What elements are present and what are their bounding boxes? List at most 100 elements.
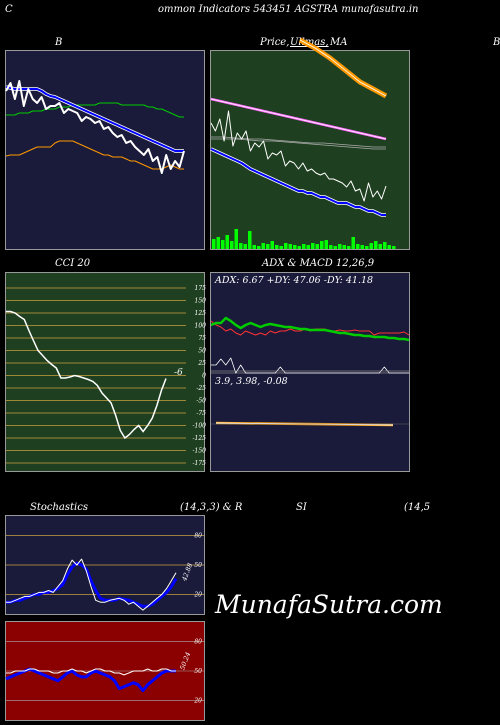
cci-tick-label: 25 bbox=[197, 360, 206, 367]
volume-bar bbox=[284, 243, 288, 249]
ma-long-line bbox=[211, 136, 386, 148]
volume-bar bbox=[338, 244, 342, 249]
stoch-k-line bbox=[6, 558, 177, 611]
cci-tick-label: 100 bbox=[195, 323, 207, 330]
adx-osc-line bbox=[211, 357, 409, 374]
bollinger-chart bbox=[5, 80, 185, 174]
volume-bar bbox=[374, 241, 378, 249]
volume-bar bbox=[239, 243, 243, 249]
volume-bar bbox=[270, 241, 274, 249]
rsi-title-mid: SI bbox=[296, 502, 307, 513]
volume-bar bbox=[378, 244, 382, 249]
volume-bar bbox=[333, 246, 337, 249]
volume-bar bbox=[392, 246, 396, 249]
volume-bar bbox=[266, 244, 270, 249]
bollinger-upper-band bbox=[6, 102, 184, 118]
cci-tick-label: 75 bbox=[198, 335, 206, 342]
rsi-tick-label: 80 bbox=[194, 639, 202, 646]
price-ma-panel bbox=[210, 50, 410, 250]
rsi-signal-line bbox=[6, 668, 176, 676]
stochastics-chart: 80 50 20 bbox=[6, 533, 204, 611]
ma-long-line-2 bbox=[211, 138, 386, 150]
macd-readout: 3.9, 3.98, -0.08 bbox=[215, 376, 288, 387]
ma-short-core bbox=[210, 98, 387, 140]
adx-readout: ADX: 6.67 +DY: 47.06 -DY: 41.18 bbox=[215, 275, 374, 286]
volume-bar bbox=[369, 243, 373, 249]
page-title: ommon Indicators 543451 AGSTRA munafasut… bbox=[158, 4, 419, 15]
bollinger-lower-band bbox=[5, 140, 184, 170]
volume-bar bbox=[347, 246, 351, 249]
adx-macd-title: ADX & MACD 12,26,9 bbox=[262, 258, 375, 269]
ma-mid-line bbox=[210, 148, 386, 216]
rsi-line bbox=[5, 667, 176, 693]
volume-bar bbox=[351, 237, 355, 249]
volume-bar bbox=[248, 231, 252, 249]
price-title-right: MA bbox=[330, 37, 348, 48]
cci-tick-label: -75 bbox=[196, 410, 206, 417]
cci-tick-label: 150 bbox=[195, 298, 207, 305]
cci-tick-label: -50 bbox=[196, 398, 206, 405]
volume-bar bbox=[383, 242, 387, 249]
volume-bar bbox=[216, 237, 220, 249]
ma-mid-outline bbox=[210, 147, 386, 217]
stoch-d-line bbox=[6, 561, 178, 608]
volume-bar bbox=[311, 243, 315, 249]
volume-bar bbox=[212, 239, 216, 249]
rsi-chart: 80 50 20 bbox=[5, 639, 204, 704]
volume-bar bbox=[302, 244, 306, 249]
volume-bar bbox=[342, 245, 346, 249]
price-ma-chart bbox=[210, 97, 396, 249]
volume-bar bbox=[257, 246, 261, 249]
stochastics-panel: 80 50 20 42.88 bbox=[5, 515, 205, 615]
left-letter: C bbox=[5, 4, 13, 15]
volume-bar bbox=[297, 246, 301, 249]
volume-bar bbox=[221, 240, 225, 249]
price-edge-letter: B bbox=[493, 37, 500, 48]
volume-bar bbox=[252, 245, 256, 249]
volume-bar bbox=[243, 244, 247, 249]
volume-bar bbox=[230, 241, 234, 249]
bollinger-price-line bbox=[5, 80, 185, 174]
price-line bbox=[210, 110, 387, 202]
volume-bar bbox=[293, 245, 297, 249]
bollinger-mid-band bbox=[5, 86, 184, 152]
bollinger-panel bbox=[5, 50, 205, 250]
volume-bar bbox=[288, 244, 292, 249]
cci-tick-label: -125 bbox=[193, 435, 207, 442]
adx-chart bbox=[210, 316, 410, 427]
volume-bar bbox=[315, 244, 319, 249]
volume-bar bbox=[360, 245, 364, 249]
orange-band-core bbox=[299, 39, 387, 97]
cci-chart: 175 150 125 100 75 50 25 0 -25 -50 -75 -100 -125 -150… bbox=[6, 285, 207, 467]
price-title-left: Price, bbox=[260, 37, 290, 48]
cci-tick-label: 50 bbox=[198, 348, 206, 355]
stoch-title-left: Stochastics bbox=[30, 502, 88, 513]
rsi-tick-label: 20 bbox=[193, 697, 202, 704]
rsi-panel: 80 50 20 50.24 bbox=[5, 621, 205, 721]
cci-tick-label: -175 bbox=[193, 460, 207, 467]
bollinger-title: B bbox=[55, 37, 63, 48]
cci-tick-label: 125 bbox=[195, 310, 207, 317]
price-overflow-band bbox=[298, 37, 388, 99]
adx-line bbox=[210, 316, 410, 342]
stoch-tick-label: 20 bbox=[193, 591, 202, 598]
volume-bar bbox=[261, 243, 265, 249]
volume-bar bbox=[356, 244, 360, 249]
volume-bar bbox=[279, 246, 283, 249]
volume-bar bbox=[275, 245, 279, 249]
volume-bar bbox=[387, 245, 391, 249]
rsi-tick-label: 50 bbox=[194, 668, 202, 675]
adx-macd-panel: ADX: 6.67 +DY: 47.06 -DY: 41.18 3.9, 3.9… bbox=[210, 272, 410, 472]
cci-tick-label: 175 bbox=[195, 285, 207, 292]
watermark: MunafaSutra.com bbox=[215, 590, 443, 619]
volume-bar bbox=[234, 229, 238, 249]
cci-value-label: -6 bbox=[174, 368, 183, 378]
cci-panel: 175 150 125 100 75 50 25 0 -25 -50 -75 -100 -125 -150… bbox=[5, 272, 207, 472]
cci-tick-label: -100 bbox=[193, 423, 207, 430]
volume-bar bbox=[320, 241, 324, 249]
volume-bar bbox=[306, 245, 310, 249]
volume-bar bbox=[329, 245, 333, 249]
cci-tick-label: 0 bbox=[202, 373, 206, 380]
cci-line bbox=[6, 310, 167, 440]
cci-tick-label: -25 bbox=[196, 385, 206, 392]
